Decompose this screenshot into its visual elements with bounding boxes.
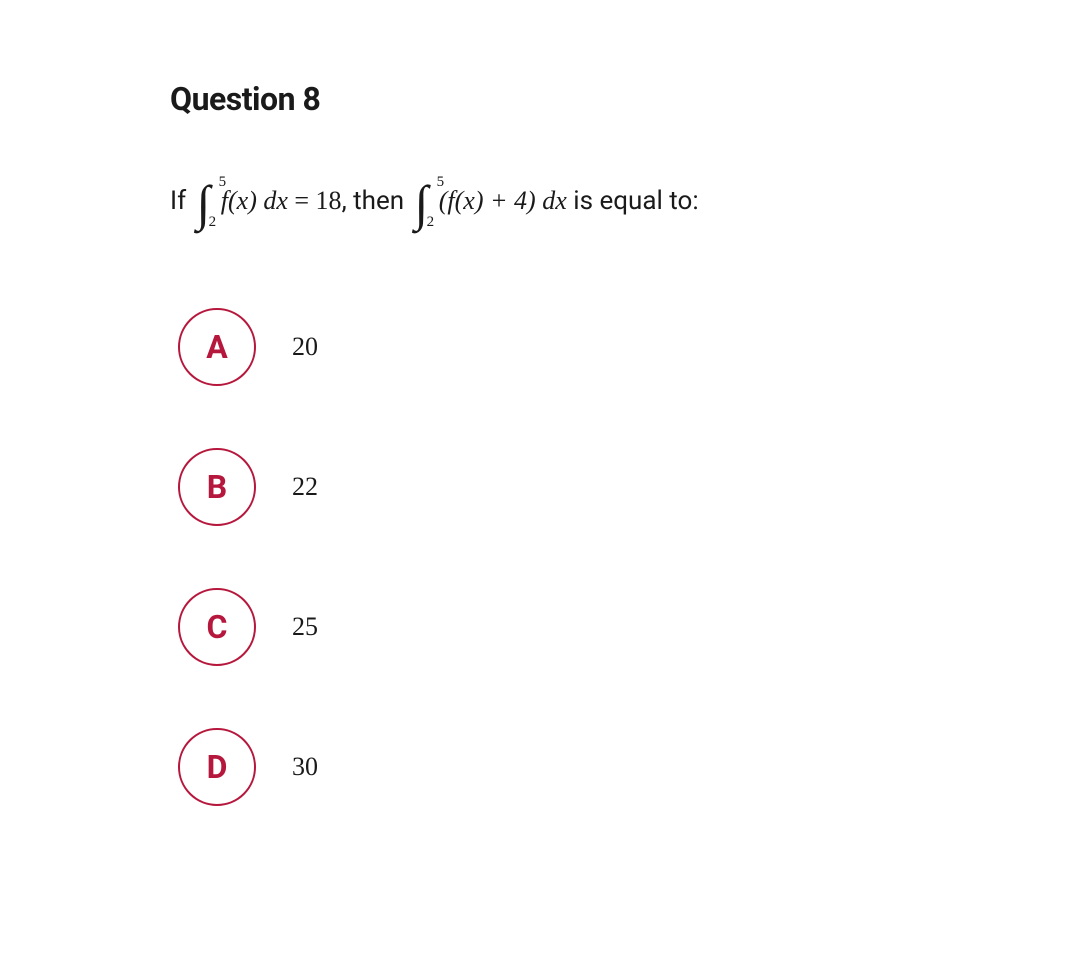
question-prefix: If (170, 186, 193, 216)
integral-1: ∫ 5 2 (197, 178, 211, 228)
choice-value: 22 (292, 472, 318, 502)
equals-value: = 18 (294, 186, 341, 215)
integral-2-lower: 2 (427, 210, 435, 234)
choice-value: 25 (292, 612, 318, 642)
choice-a[interactable]: A 20 (178, 308, 910, 386)
integrand-1: f(x) dx (221, 186, 288, 215)
question-title: Question 8 (170, 80, 910, 118)
choice-b[interactable]: B 22 (178, 448, 910, 526)
choice-value: 30 (292, 752, 318, 782)
integral-1-lower: 2 (209, 210, 217, 234)
choice-d[interactable]: D 30 (178, 728, 910, 806)
choice-letter: C (178, 588, 256, 666)
choice-letter: A (178, 308, 256, 386)
integral-2-upper: 5 (437, 170, 445, 194)
integral-2: ∫ 5 2 (415, 178, 429, 228)
integral-1-upper: 5 (219, 170, 227, 194)
question-body: If ∫ 5 2 f(x) dx = 18, then ∫ 5 2 (f(x) … (170, 178, 910, 228)
integrand-2: (f(x) + 4) dx (439, 186, 567, 215)
question-suffix: is equal to: (573, 186, 698, 216)
choices-list: A 20 B 22 C 25 D 30 (178, 308, 910, 806)
choice-letter: B (178, 448, 256, 526)
choice-c[interactable]: C 25 (178, 588, 910, 666)
choice-value: 20 (292, 332, 318, 362)
middle-text: , then (342, 186, 411, 216)
choice-letter: D (178, 728, 256, 806)
